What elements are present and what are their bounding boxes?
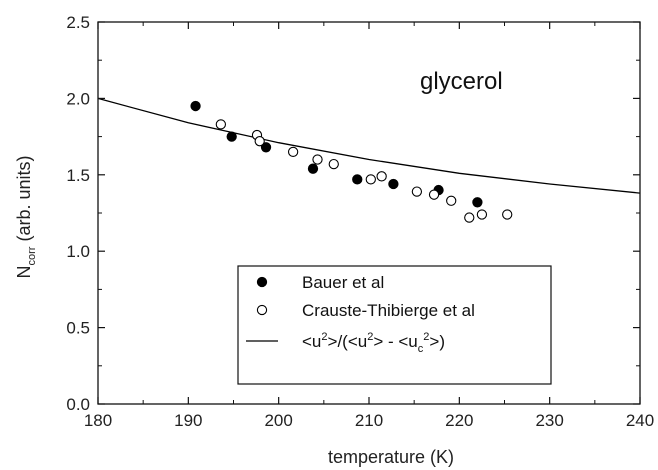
y-tick-label: 2.5: [66, 13, 90, 32]
data-point-crauste-thibierge: [376, 171, 387, 182]
data-point-crauste-thibierge: [428, 189, 440, 200]
data-point-crauste-thibierge: [328, 158, 339, 170]
data-point-crauste-thibierge: [476, 209, 488, 220]
data-point-crauste-thibierge: [312, 154, 323, 165]
data-points-layer: [190, 100, 513, 223]
y-tick-label: 2.0: [66, 89, 90, 108]
data-point-bauer: [352, 174, 363, 185]
legend-box: [237, 265, 552, 385]
axis-ticks-layer: 180 190 200 210 220 230 240 0.0 0.5 1.0 1.5 2.0 2.5: [66, 13, 654, 430]
data-point-bauer: [260, 142, 272, 153]
legend-label: Crauste-Thibierge et al: [302, 301, 475, 320]
y-axis-label-rest: (arb. units): [14, 156, 34, 247]
legend-label-part: 2: [367, 331, 373, 343]
x-tick-label: 180: [84, 411, 112, 430]
legend-marker-open-circle: [256, 304, 268, 316]
x-tick-label: 220: [445, 411, 473, 430]
x-tick-label: 230: [535, 411, 563, 430]
data-point-bauer: [472, 197, 483, 208]
legend-label-part: 2: [321, 331, 327, 343]
legend-marker-filled-circle: [256, 276, 268, 288]
data-point-crauste-thibierge: [215, 119, 227, 130]
data-point-bauer: [388, 178, 399, 190]
legend-label-part: > - <u: [373, 332, 417, 351]
x-tick-label: 200: [264, 411, 292, 430]
data-point-crauste-thibierge: [464, 212, 475, 223]
x-axis-label: temperature (K): [328, 447, 454, 467]
series-line-model: [97, 97, 641, 194]
legend-label-part: 2: [423, 331, 429, 343]
legend-label-part: Crauste-Thibierge et al: [302, 301, 475, 320]
data-point-bauer: [307, 163, 319, 174]
x-tick-label: 190: [174, 411, 202, 430]
legend-label-part: >/(<u: [328, 332, 368, 351]
x-tick-label: 210: [355, 411, 383, 430]
legend-label: <u2>/(<u2> - <uc2>): [302, 331, 445, 355]
model-curve-layer: [97, 97, 641, 194]
chart-annotation: glycerol: [420, 68, 503, 95]
data-point-crauste-thibierge: [502, 209, 513, 220]
y-tick-label: 0.0: [66, 395, 90, 414]
y-tick-label: 1.5: [66, 166, 90, 185]
data-point-crauste-thibierge: [365, 174, 376, 185]
legend-label-part: <u: [302, 332, 321, 351]
x-tick-label: 240: [626, 411, 654, 430]
y-axis-label-subscript: corr: [26, 246, 38, 265]
y-axis-label-base: N: [14, 265, 34, 278]
y-tick-label: 0.5: [66, 319, 90, 338]
data-point-bauer: [190, 100, 201, 112]
legend-label: Bauer et al: [302, 273, 384, 292]
legend-label-part: Bauer et al: [302, 273, 384, 292]
data-point-crauste-thibierge: [446, 195, 457, 206]
data-point-crauste-thibierge: [411, 186, 423, 197]
data-point-bauer: [226, 131, 237, 142]
legend-label-part: c: [418, 343, 424, 355]
y-axis-label: Ncorr (arb. units): [14, 156, 38, 279]
data-point-crauste-thibierge: [254, 136, 265, 147]
y-tick-label: 1.0: [66, 242, 90, 261]
data-point-crauste-thibierge: [287, 146, 299, 158]
legend-label-part: >): [429, 332, 445, 351]
